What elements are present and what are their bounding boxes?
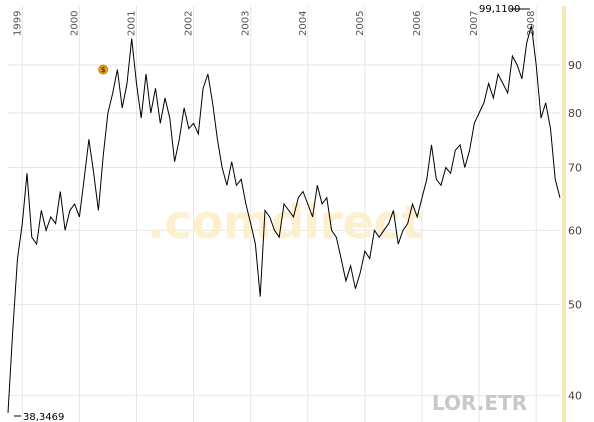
y-tick-label: 40: [568, 390, 582, 403]
x-tick-label: 2006: [412, 11, 423, 36]
min-annotation: 38,3469: [23, 412, 64, 422]
y-gridlines: [8, 64, 560, 397]
x-tick-label: 2003: [241, 11, 252, 36]
x-gridlines: [21, 6, 537, 422]
max-annotation: 99,1100: [479, 4, 520, 15]
y-tick-labels: 40 50 60 70 80 90: [568, 59, 582, 403]
dividend-marker-icon: [98, 64, 109, 75]
y-tick-label: 50: [568, 299, 582, 312]
x-tick-label: 2007: [469, 11, 480, 36]
price-series-line: [7, 25, 561, 413]
y-tick-label: 90: [568, 59, 582, 72]
x-tick-labels: 1999 2000 2001 2002 2003 2004 2005 2006 2007 2008: [12, 11, 537, 36]
dividend-marker-label: $: [101, 66, 106, 74]
y-tick-label: 70: [568, 161, 582, 174]
right-highlight-band: [562, 6, 566, 422]
y-tick-label: 80: [568, 107, 582, 120]
x-tick-label: 1999: [12, 11, 23, 36]
x-tick-label: 2005: [355, 11, 366, 36]
symbol-label: LOR.ETR: [432, 391, 527, 415]
x-tick-label: 2001: [126, 11, 137, 36]
y-tick-label: 60: [568, 224, 582, 237]
watermark: .comdirect: [147, 195, 423, 249]
x-tick-label: 2004: [298, 11, 309, 36]
x-tick-label: 2002: [184, 11, 195, 36]
x-tick-label: 2008: [526, 11, 537, 36]
dividend-marker: $: [98, 64, 109, 75]
x-tick-label: 2000: [69, 11, 80, 36]
